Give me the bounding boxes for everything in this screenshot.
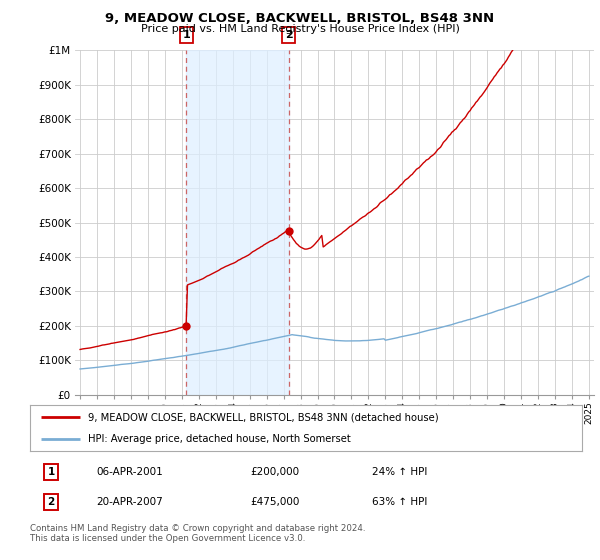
Text: £200,000: £200,000 bbox=[251, 466, 300, 477]
Text: 20-APR-2007: 20-APR-2007 bbox=[96, 497, 163, 507]
Text: 1: 1 bbox=[47, 466, 55, 477]
Text: 2: 2 bbox=[47, 497, 55, 507]
Text: Price paid vs. HM Land Registry's House Price Index (HPI): Price paid vs. HM Land Registry's House … bbox=[140, 24, 460, 34]
Text: Contains HM Land Registry data © Crown copyright and database right 2024.
This d: Contains HM Land Registry data © Crown c… bbox=[30, 524, 365, 543]
Text: 24% ↑ HPI: 24% ↑ HPI bbox=[372, 466, 428, 477]
Text: HPI: Average price, detached house, North Somerset: HPI: Average price, detached house, Nort… bbox=[88, 435, 351, 444]
Text: 1: 1 bbox=[182, 30, 190, 40]
Text: 9, MEADOW CLOSE, BACKWELL, BRISTOL, BS48 3NN (detached house): 9, MEADOW CLOSE, BACKWELL, BRISTOL, BS48… bbox=[88, 412, 439, 422]
Text: 63% ↑ HPI: 63% ↑ HPI bbox=[372, 497, 428, 507]
Text: 06-APR-2001: 06-APR-2001 bbox=[96, 466, 163, 477]
Bar bbox=[187, 50, 289, 395]
Text: 9, MEADOW CLOSE, BACKWELL, BRISTOL, BS48 3NN: 9, MEADOW CLOSE, BACKWELL, BRISTOL, BS48… bbox=[106, 12, 494, 25]
Text: £475,000: £475,000 bbox=[251, 497, 300, 507]
Text: 2: 2 bbox=[285, 30, 293, 40]
